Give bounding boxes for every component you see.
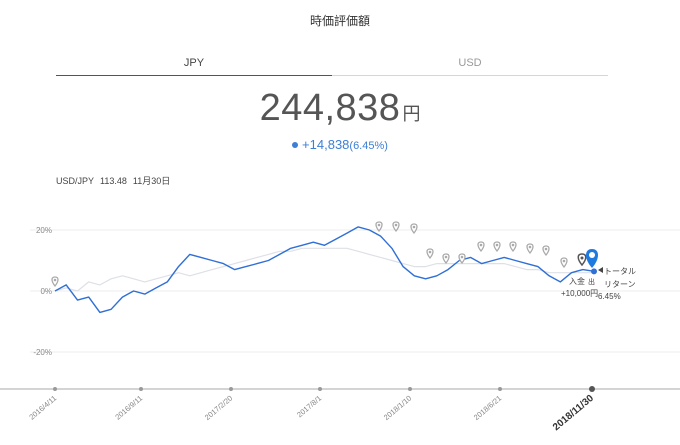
total-return-arrow-icon	[598, 267, 603, 273]
x-tick-dot	[229, 387, 233, 391]
event-marker-icon[interactable]	[410, 223, 418, 235]
event-marker-icon[interactable]	[560, 257, 568, 269]
tab-usd[interactable]: USD	[332, 55, 608, 76]
fx-label: USD/JPY	[56, 176, 95, 186]
x-tick-dot	[589, 386, 595, 392]
change-amount: +14,838	[302, 137, 350, 152]
x-tick-label: 2016/4/11	[27, 394, 58, 422]
x-tick-label: 2018/6/21	[472, 394, 503, 422]
series-line-portfolio	[54, 226, 595, 314]
event-marker-icon[interactable]	[458, 253, 466, 265]
currency-tabs: JPY USD	[56, 55, 608, 77]
change-display: +14,838(6.45%)	[0, 137, 680, 152]
series-end-point	[591, 268, 597, 275]
total-return-label-2: リターン	[604, 280, 636, 289]
event-marker-icon[interactable]	[392, 221, 400, 233]
event-marker-icon[interactable]	[426, 248, 434, 260]
series-line-benchmark	[54, 247, 594, 292]
withdraw-label: 出	[588, 277, 595, 286]
event-marker-icon[interactable]	[375, 221, 383, 233]
event-marker-icon[interactable]	[442, 253, 450, 265]
x-tick-dot	[53, 387, 57, 391]
fx-rate: 113.48	[100, 176, 127, 186]
tab-jpy[interactable]: JPY	[56, 55, 332, 76]
y-tick-label: 0%	[40, 287, 52, 296]
deposit-amount: +10,000円	[561, 289, 598, 298]
y-tick-label: 20%	[36, 226, 52, 235]
x-tick-label: 2018/11/30	[551, 393, 596, 434]
x-tick-label: 2018/1/10	[382, 394, 413, 422]
y-tick-label: -20%	[33, 348, 52, 357]
event-marker-icon[interactable]	[477, 241, 485, 253]
x-tick-dot	[408, 387, 412, 391]
page-title: 時価評価額	[309, 14, 370, 28]
valuation-unit: 円	[402, 104, 421, 124]
fx-date: 11月30日	[132, 176, 171, 186]
change-percent: (6.45%)	[349, 140, 388, 152]
deposit-marker-icon[interactable]	[577, 253, 587, 267]
total-return-value: 6.45%	[598, 292, 621, 301]
x-tick-dot	[139, 387, 143, 391]
x-tick-dot	[498, 387, 502, 391]
x-tick-label: 2017/8/1	[295, 394, 323, 420]
x-tick-label: 2017/2/20	[203, 394, 234, 422]
fx-rate-info: USD/JPY 113.48 11月30日	[56, 174, 176, 187]
x-tick-label: 2016/9/11	[113, 394, 144, 422]
event-marker-icon[interactable]	[509, 241, 517, 253]
x-tick-dot	[318, 387, 322, 391]
event-marker-icon[interactable]	[526, 243, 534, 255]
deposit-label: 入金	[569, 276, 585, 286]
event-marker-icon[interactable]	[493, 241, 501, 253]
valuation-display: 244,838 円	[0, 87, 680, 130]
event-marker-icon[interactable]	[542, 245, 550, 257]
valuation-amount: 244,838	[259, 87, 401, 129]
change-dot-icon	[292, 141, 299, 148]
event-marker-icon[interactable]	[51, 276, 59, 288]
current-position-pin-icon[interactable]	[586, 249, 598, 268]
total-return-label: トータル	[604, 267, 636, 276]
